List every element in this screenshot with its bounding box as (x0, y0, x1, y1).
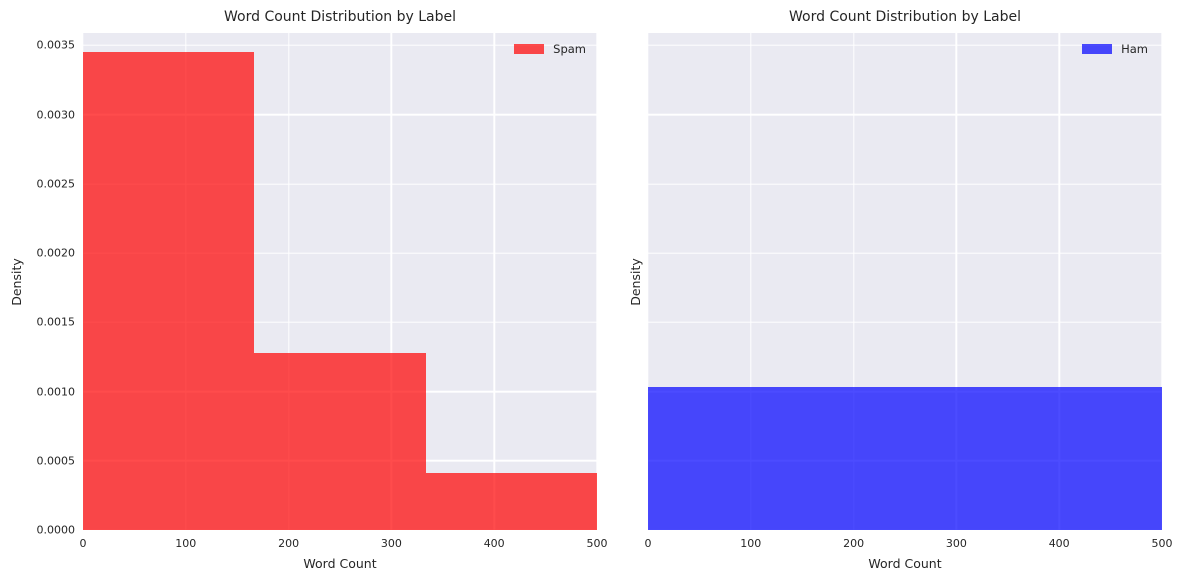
subplot-spam-plot-area (83, 33, 597, 530)
subplot-spam-ylabel: Density (9, 257, 24, 306)
ytick-label: 0.0000 (36, 523, 76, 537)
subplot-ham: Word Count Distribution by Label Word Co… (628, 9, 1173, 571)
gridline-horizontal (648, 113, 1162, 116)
gridline-vertical (648, 33, 649, 530)
subplot-ham-plot-area (648, 33, 1162, 530)
subplot-ham-xlabel: Word Count (868, 556, 942, 571)
legend-label-spam: Spam (553, 42, 586, 56)
gridline-horizontal (83, 321, 597, 324)
ytick-label: 0.0025 (36, 177, 76, 191)
ytick-label: 0.0030 (36, 108, 76, 122)
ytick-label: 0.0015 (36, 315, 76, 329)
gridline-vertical (1161, 33, 1162, 530)
gridline-horizontal (648, 252, 1162, 254)
gridline-vertical (390, 33, 393, 530)
subplot-ham-ylabel: Density (628, 257, 643, 306)
xtick-label: 0 (79, 537, 87, 550)
xtick-label: 300 (945, 537, 967, 550)
legend-label-ham: Ham (1121, 42, 1148, 56)
gridline-horizontal (83, 113, 597, 116)
gridline-vertical (750, 33, 752, 530)
legend-spam: Spam (514, 42, 586, 56)
legend-ham: Ham (1082, 42, 1148, 56)
xtick-label: 100 (175, 537, 197, 550)
xtick-label: 400 (483, 537, 505, 550)
ytick-label: 0.0005 (36, 454, 76, 468)
gridline-horizontal (83, 183, 597, 185)
subplot-ham-title: Word Count Distribution by Label (789, 9, 1021, 25)
gridline-horizontal (648, 183, 1162, 185)
subplot-spam-xlabel: Word Count (303, 556, 377, 571)
gridline-vertical (287, 33, 290, 530)
gridline-vertical (955, 33, 958, 530)
gridline-vertical (1058, 33, 1060, 530)
gridline-horizontal (648, 44, 1162, 47)
xtick-label: 200 (843, 537, 865, 550)
xtick-label: 500 (1151, 537, 1173, 550)
gridline-horizontal (83, 252, 597, 254)
ham-histogram-bar (648, 387, 1162, 530)
legend-swatch-ham (1082, 44, 1113, 54)
xtick-label: 500 (586, 537, 608, 550)
xtick-label: 200 (278, 537, 300, 550)
ytick-label: 0.0035 (36, 38, 76, 52)
ytick-label: 0.0010 (36, 385, 76, 399)
gridline-horizontal (83, 44, 597, 47)
gridline-vertical (493, 33, 495, 530)
gridline-vertical (852, 33, 855, 530)
spam-histogram-bar (425, 473, 597, 530)
subplot-spam-title: Word Count Distribution by Label (224, 9, 456, 25)
xtick-label: 400 (1048, 537, 1070, 550)
legend-swatch-spam (514, 44, 545, 54)
gridline-vertical (596, 33, 597, 530)
xtick-label: 100 (740, 537, 762, 550)
gridline-horizontal (648, 321, 1162, 324)
subplot-spam: Word Count Distribution by Label Word Co… (9, 9, 608, 571)
spam-histogram-bar (254, 352, 426, 530)
xtick-label: 0 (644, 537, 652, 550)
ytick-label: 0.0020 (36, 246, 76, 260)
spam-histogram-bar (83, 52, 255, 530)
xtick-label: 300 (380, 537, 402, 550)
